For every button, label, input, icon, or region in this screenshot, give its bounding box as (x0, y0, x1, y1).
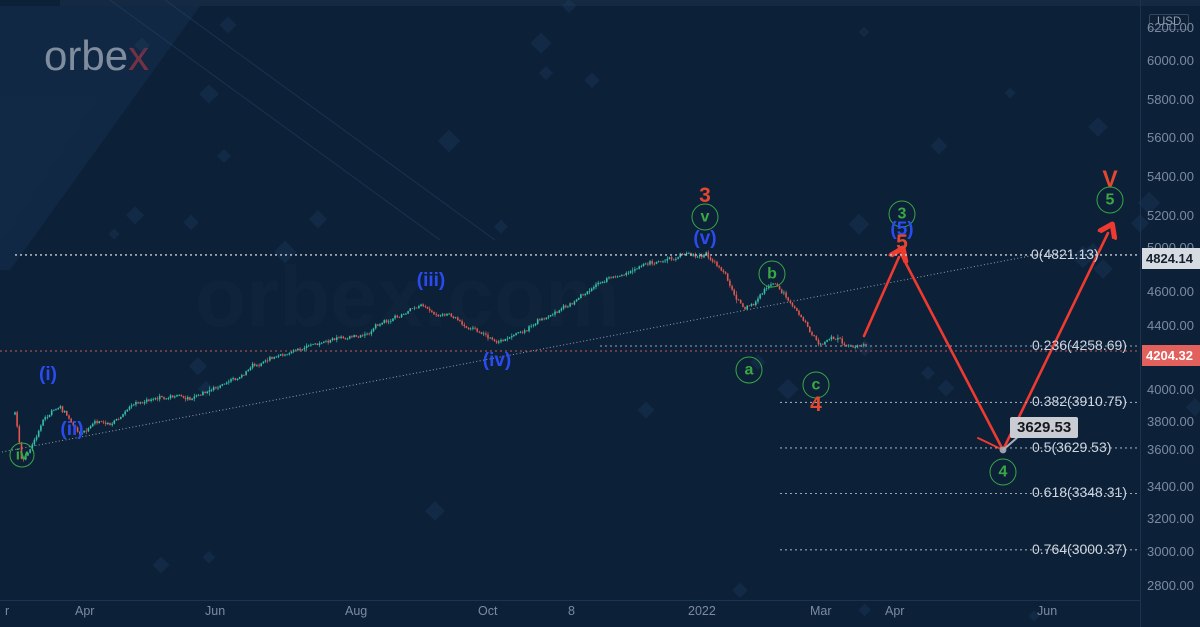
svg-text:orbex.com: orbex.com (195, 250, 620, 344)
